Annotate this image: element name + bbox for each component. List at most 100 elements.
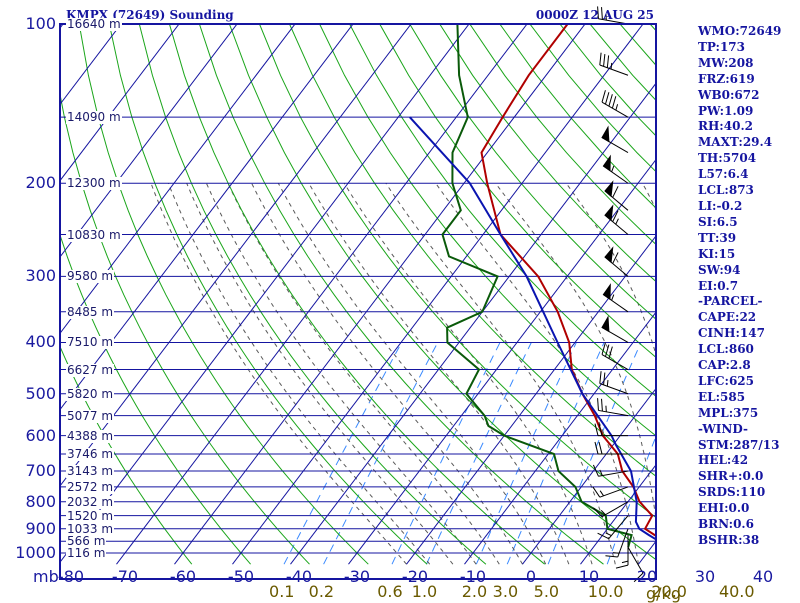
wind-barb [595,442,628,454]
temperature-tick-label: -70 [112,567,138,586]
moist-adiabat [252,183,523,564]
mixing-ratio-line [284,343,402,565]
height-label: 3746 m [66,448,114,461]
isotherm--70 [117,12,537,564]
index-line: WB0:672 [698,88,781,104]
index-line: BSHR:38 [698,533,781,549]
index-line: FRZ:619 [698,72,781,88]
dry-adiabat [19,24,250,564]
mixing-ratio-tick-label: 5.0 [534,582,559,601]
isotherms [0,12,800,564]
wind-barb [603,156,628,183]
sounding-profiles [410,24,672,547]
index-line: EI:0.7 [698,279,781,295]
mixing-ratio-line [427,343,532,565]
height-label: 5820 m [66,388,114,401]
height-label: 8485 m [66,306,114,319]
index-line: WMO:72649 [698,24,781,40]
isotherm--40 [291,12,711,564]
height-label: 14090 m [66,111,122,124]
temperature-tick-label: -30 [344,567,370,586]
pressure-label: 900 [6,519,56,538]
mixing-ratio-tick-label: 3.0 [493,582,518,601]
isotherm--150 [0,12,72,564]
index-line: MAXT:29.4 [698,135,781,151]
isobars [60,24,656,553]
index-line: CINH:147 [698,326,781,342]
pressure-label: 700 [6,461,56,480]
temperature-tick-label: 40 [753,567,773,586]
pressure-label: 500 [6,384,56,403]
height-label: 16640 m [66,18,122,31]
isotherm--90 [1,12,421,564]
index-line: SI:6.5 [698,215,781,231]
index-line: TT:39 [698,231,781,247]
mixing-ratio-tick-label: 1.0 [412,582,437,601]
pressure-label: 600 [6,426,56,445]
mixing-ratio-tick-label: 10.0 [588,582,624,601]
pressure-label: 300 [6,266,56,285]
index-line: LI:-0.2 [698,199,781,215]
isotherm--100 [0,12,362,564]
index-line: SHR+:0.0 [698,469,781,485]
height-label: 12300 m [66,177,122,190]
height-label: 9580 m [66,270,114,283]
index-line: SRDS:110 [698,485,781,501]
index-line: KI:15 [698,247,781,263]
wind-barb [605,206,628,235]
height-label: 2032 m [66,496,114,509]
index-line: HEL:42 [698,453,781,469]
pressure-label: 800 [6,492,56,511]
dry-adiabat [79,24,368,564]
index-line: CAPE:22 [698,310,781,326]
mb-unit-label: mb [33,567,59,586]
index-line: TH:5704 [698,151,781,167]
isotherm--50 [233,12,653,564]
moist-adiabats [151,183,772,564]
index-line: EHI:0.0 [698,501,781,517]
index-line: STM:287/13 [698,438,781,454]
isotherm--120 [0,12,246,564]
temperature-tick-label: -80 [58,567,84,586]
height-label: 1520 m [66,510,114,523]
index-line: TP:173 [698,40,781,56]
mixing-ratio-tick-label: 0.6 [377,582,402,601]
height-label: 4388 m [66,430,114,443]
temperature-tick-label: -60 [170,567,196,586]
temperature-tick-label: -50 [228,567,254,586]
mixing-ratio-tick-label: 0.1 [269,582,294,601]
isotherm--80 [59,12,479,564]
mixing-ratio-tick-label: 0.2 [309,582,334,601]
pressure-label: 400 [6,332,56,351]
index-line: LCL:873 [698,183,781,199]
index-line: SW:94 [698,263,781,279]
dry-adiabat [169,24,544,564]
moist-adiabat [566,183,685,564]
gkg-unit-label: g/kg [646,584,681,603]
dry-adiabat [199,24,603,564]
temperature-tick-label: 30 [695,567,715,586]
index-line: BRN:0.6 [698,517,781,533]
height-label: 2572 m [66,481,114,494]
pressure-label: 1000 [6,543,56,562]
height-label: 3143 m [66,465,114,478]
index-line: -PARCEL- [698,294,781,310]
moist-adiabat [228,183,499,564]
sounding-time: 0000Z 12 AUG 25 [536,8,654,22]
index-line: MPL:375 [698,406,781,422]
index-line: PW:1.09 [698,104,781,120]
height-label: 6627 m [66,364,114,377]
index-line: MW:208 [698,56,781,72]
wind-barb [616,535,628,568]
index-line: -WIND- [698,422,781,438]
index-line: RH:40.2 [698,119,781,135]
moist-adiabat [168,183,429,564]
mixing-ratio-line [507,343,604,565]
index-line: CAP:2.8 [698,358,781,374]
mixing-ratio-tick-label: 40.0 [719,582,755,601]
height-label: 10830 m [66,229,122,242]
pressure-label: 100 [6,14,56,33]
mixing-ratio-tick-label: 2.0 [462,582,487,601]
